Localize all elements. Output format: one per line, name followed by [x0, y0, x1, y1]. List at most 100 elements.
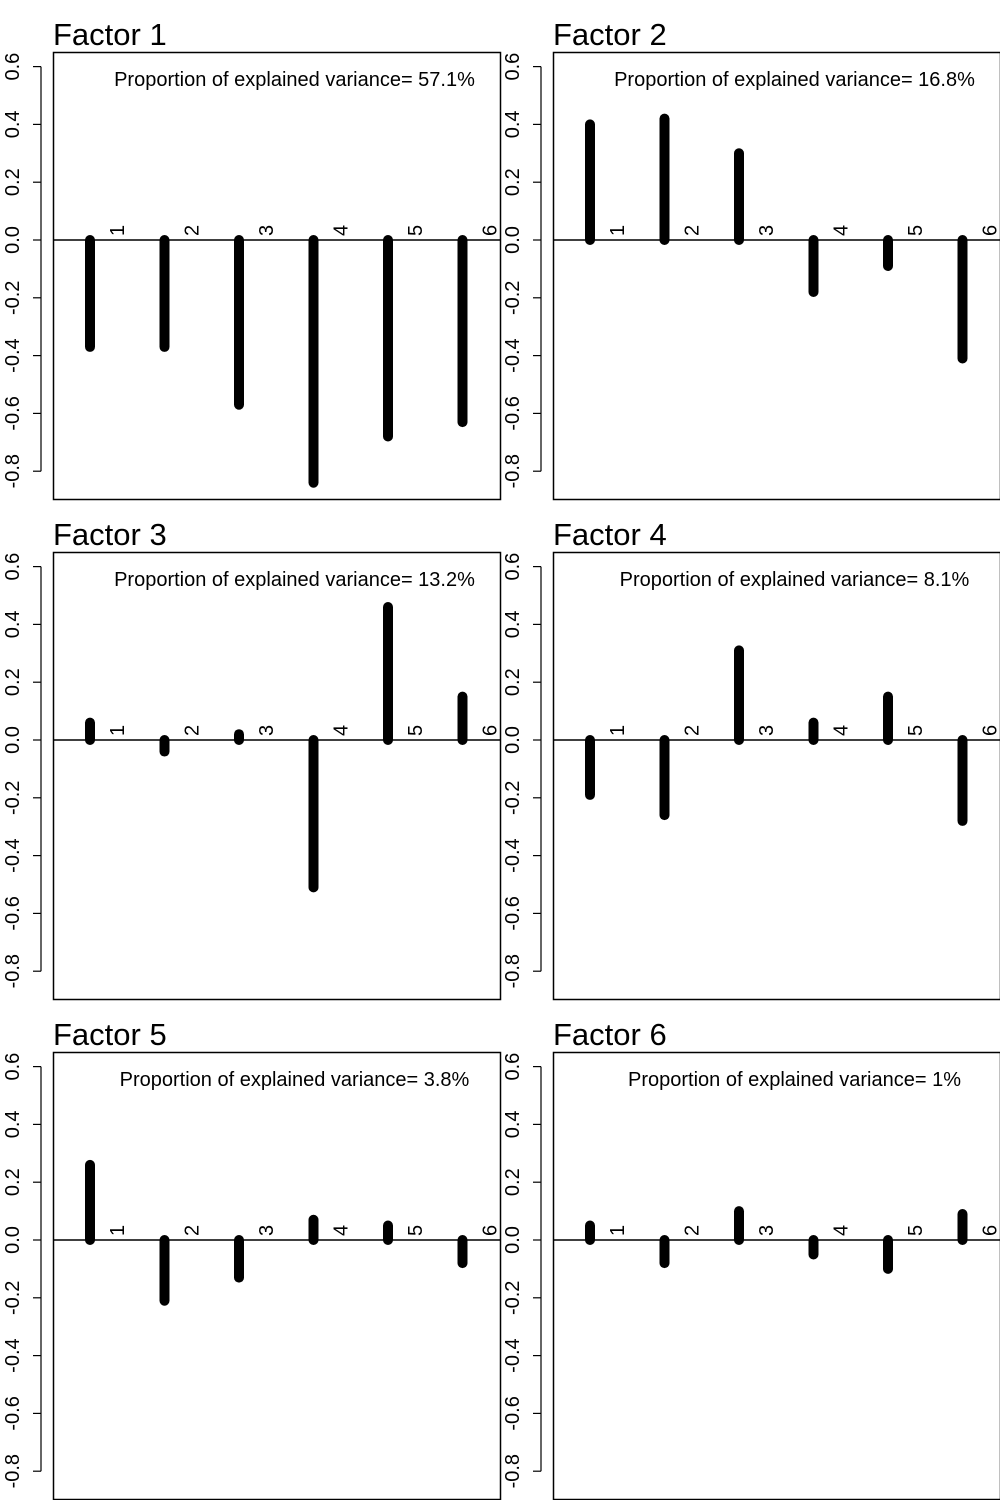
y-tick-label: -0.2: [2, 281, 24, 315]
y-tick-label: -0.6: [502, 396, 524, 430]
y-tick-label: 0.0: [502, 226, 524, 254]
y-tick-label: -0.2: [502, 281, 524, 315]
y-tick-label: -0.4: [2, 1338, 24, 1372]
bar-label: 5: [405, 725, 427, 736]
y-tick-label: 0.6: [2, 553, 24, 581]
y-tick-label: -0.8: [502, 954, 524, 988]
plot-frame: [52, 551, 502, 1001]
bar-label: 6: [980, 1225, 1000, 1236]
explained-variance-label: Proportion of explained variance= 3.8%: [120, 1069, 470, 1091]
plot-frame: [552, 551, 1000, 1001]
bar-label: 3: [256, 1225, 278, 1236]
factor-panel: Factor 2 -0.8 -0.6 -0.4 -0.2 0.0 0.2 0.4 0.6 1 2 3 4…: [502, 17, 1000, 501]
panel-title: Factor 6: [553, 1017, 667, 1052]
y-tick-label: 0.2: [502, 1168, 524, 1196]
y-tick-label: 0.2: [502, 668, 524, 696]
bar-label: 3: [256, 225, 278, 236]
y-tick-label: 0.4: [2, 110, 24, 138]
y-tick-label: -0.6: [2, 1396, 24, 1430]
y-tick-label: -0.4: [2, 338, 24, 372]
y-tick-label: 0.6: [2, 53, 24, 81]
y-tick-label: -0.8: [2, 954, 24, 988]
bar-label: 1: [107, 1225, 129, 1236]
y-tick-label: 0.2: [2, 668, 24, 696]
factor-panel: Factor 5 -0.8 -0.6 -0.4 -0.2 0.0 0.2 0.4 0.6 1 2 3 4…: [2, 1017, 502, 1500]
bar-label: 4: [331, 1225, 353, 1236]
bar-label: 5: [905, 1225, 927, 1236]
bar-label: 6: [480, 725, 502, 736]
panel-title: Factor 5: [53, 1017, 167, 1052]
panel-title: Factor 1: [53, 17, 167, 52]
bar-label: 1: [607, 225, 629, 236]
bar-label: 2: [182, 1225, 204, 1236]
y-tick-label: -0.2: [502, 1281, 524, 1315]
y-tick-label: -0.4: [502, 338, 524, 372]
bar-label: 2: [682, 225, 704, 236]
bar-label: 4: [831, 725, 853, 736]
bar-label: 1: [107, 225, 129, 236]
explained-variance-label: Proportion of explained variance= 1%: [628, 1069, 961, 1091]
bar-label: 2: [182, 725, 204, 736]
y-tick-label: 0.6: [502, 553, 524, 581]
bar-label: 5: [405, 225, 427, 236]
bar-label: 4: [331, 225, 353, 236]
y-tick-label: 0.0: [2, 226, 24, 254]
y-tick-label: -0.6: [2, 396, 24, 430]
bar-label: 2: [682, 1225, 704, 1236]
factor-panel: Factor 3 -0.8 -0.6 -0.4 -0.2 0.0 0.2 0.4 0.6 1 2 3 4…: [2, 517, 502, 1001]
y-tick-label: 0.6: [502, 53, 524, 81]
y-tick-label: 0.4: [502, 1110, 524, 1138]
panel-title: Factor 2: [553, 17, 667, 52]
factor-panel: Factor 6 -0.8 -0.6 -0.4 -0.2 0.0 0.2 0.4 0.6 1 2 3 4…: [502, 1017, 1000, 1500]
explained-variance-label: Proportion of explained variance= 8.1%: [620, 569, 970, 591]
bar-label: 5: [905, 725, 927, 736]
bar-label: 3: [756, 725, 778, 736]
bar-label: 1: [607, 1225, 629, 1236]
y-tick-label: -0.8: [2, 1454, 24, 1488]
y-tick-label: -0.2: [2, 1281, 24, 1315]
panel-title: Factor 4: [553, 517, 667, 552]
plot-frame: [552, 1051, 1000, 1500]
bar-label: 3: [756, 225, 778, 236]
y-tick-label: -0.6: [502, 1396, 524, 1430]
bar-label: 1: [107, 725, 129, 736]
bar-label: 1: [607, 725, 629, 736]
explained-variance-label: Proportion of explained variance= 16.8%: [614, 69, 975, 91]
panel-title: Factor 3: [53, 517, 167, 552]
y-tick-label: -0.4: [502, 838, 524, 872]
y-tick-label: -0.8: [502, 454, 524, 488]
bar-label: 6: [980, 225, 1000, 236]
factor-panel: Factor 4 -0.8 -0.6 -0.4 -0.2 0.0 0.2 0.4 0.6 1 2 3 4…: [502, 517, 1000, 1001]
bar-label: 4: [831, 1225, 853, 1236]
explained-variance-label: Proportion of explained variance= 57.1%: [114, 69, 475, 91]
y-tick-label: 0.4: [2, 1110, 24, 1138]
plot-frame: [52, 51, 502, 501]
y-tick-label: -0.2: [2, 781, 24, 815]
bar-label: 2: [682, 725, 704, 736]
y-tick-label: 0.2: [502, 168, 524, 196]
y-tick-label: -0.6: [2, 896, 24, 930]
bar-label: 3: [256, 725, 278, 736]
y-tick-label: -0.2: [502, 781, 524, 815]
y-tick-label: 0.4: [502, 610, 524, 638]
bar-label: 6: [480, 225, 502, 236]
y-tick-label: 0.0: [502, 726, 524, 754]
bar-label: 5: [405, 1225, 427, 1236]
y-tick-label: -0.4: [2, 838, 24, 872]
bar-label: 6: [480, 1225, 502, 1236]
bar-label: 4: [831, 225, 853, 236]
bar-label: 2: [182, 225, 204, 236]
explained-variance-label: Proportion of explained variance= 13.2%: [114, 569, 475, 591]
bar-label: 6: [980, 725, 1000, 736]
bar-label: 4: [331, 725, 353, 736]
y-tick-label: 0.0: [2, 1226, 24, 1254]
y-tick-label: 0.4: [2, 610, 24, 638]
y-tick-label: -0.4: [502, 1338, 524, 1372]
y-tick-label: 0.4: [502, 110, 524, 138]
y-tick-label: 0.2: [2, 1168, 24, 1196]
bar-label: 3: [756, 1225, 778, 1236]
y-tick-label: 0.0: [502, 1226, 524, 1254]
factor-panel: Factor 1 -0.8 -0.6 -0.4 -0.2 0.0 0.2 0.4 0.6 1 2 3 4…: [2, 17, 502, 501]
y-tick-label: 0.6: [2, 1053, 24, 1081]
